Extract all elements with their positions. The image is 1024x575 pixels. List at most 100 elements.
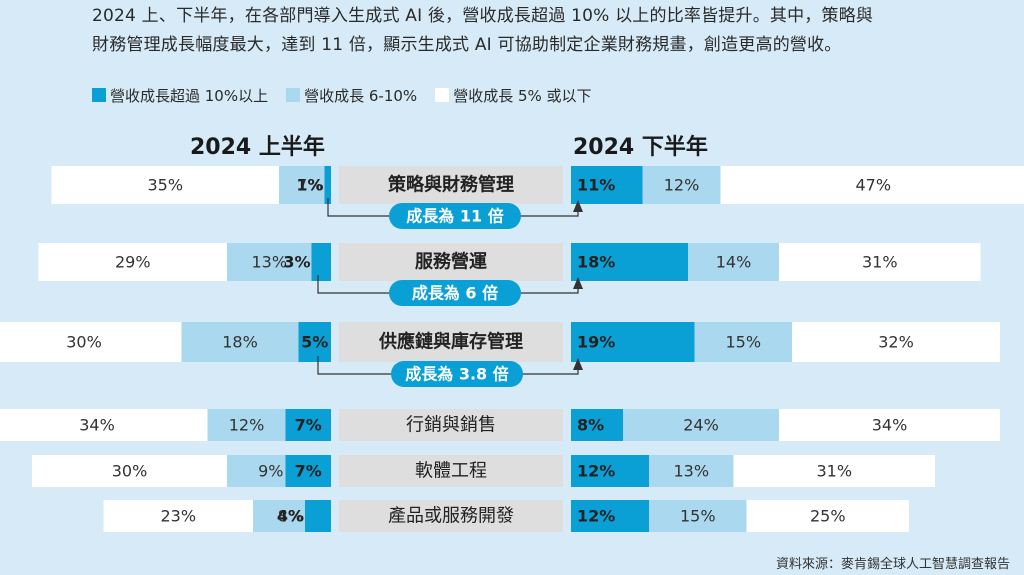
intro-line-1: 2024 上、下半年，在各部門導入生成式 AI 後，營收成長超過 10% 以上的… (92, 6, 874, 26)
legend-swatch-low (435, 88, 450, 102)
label-h1-high-1: 1% (296, 176, 323, 195)
label-h1-mid-5: 9% (258, 462, 283, 481)
growth-label-1: 成長為 11 倍 (406, 207, 503, 226)
label-h2-mid-5: 13% (673, 462, 709, 481)
category-label-6: 產品或服務開發 (388, 506, 514, 527)
bar-h2-6-seg-3 (746, 500, 909, 532)
category-box-1 (339, 166, 563, 204)
legend-label-high: 營收成長超過 10%以上 (110, 86, 269, 105)
label-h2-high-2: 18% (577, 253, 615, 272)
label-h1-mid-2: 13% (251, 253, 287, 272)
bar-h2-2-seg-3 (779, 243, 981, 281)
bar-h1-3-seg-2 (181, 322, 299, 362)
legend-label-low: 營收成長 5% 或以下 (453, 86, 592, 105)
bar-h2-3-seg-2 (694, 322, 792, 362)
bar-h1-2-seg-2 (227, 243, 312, 281)
bar-h2-5-seg-1 (571, 455, 649, 487)
bar-h1-5-seg-2 (227, 455, 286, 487)
label-h2-high-3: 19% (577, 333, 615, 352)
intro-text: 2024 上、下半年，在各部門導入生成式 AI 後，營收成長超過 10% 以上的… (92, 2, 1012, 60)
label-h2-low-3: 32% (878, 333, 914, 352)
growth-arrowhead-3 (573, 358, 583, 370)
label-h2-low-6: 25% (810, 507, 846, 526)
category-label-1: 策略與財務管理 (388, 174, 514, 196)
second-half-title: 2024 下半年 (573, 135, 708, 160)
bar-h1-6-seg-2 (253, 500, 305, 532)
label-h1-mid-1: 7% (297, 176, 322, 195)
bar-h2-6-seg-1 (571, 500, 649, 532)
category-box-3 (339, 322, 563, 362)
bar-h2-6-seg-2 (649, 500, 747, 532)
bar-h2-3-seg-1 (571, 322, 695, 362)
bar-h1-6-seg-3 (103, 500, 253, 532)
label-h1-low-3: 30% (66, 333, 102, 352)
bar-h1-3-seg-1 (298, 322, 331, 362)
bar-h1-2-seg-3 (38, 243, 227, 281)
category-box-5 (339, 455, 563, 487)
bar-h1-5-seg-1 (285, 455, 331, 487)
label-h1-low-1: 35% (147, 176, 183, 195)
category-label-2: 服務營運 (415, 251, 487, 273)
label-h1-mid-6: 8% (278, 507, 303, 526)
label-h2-high-1: 11% (577, 176, 615, 195)
category-label-3: 供應鏈與庫存管理 (378, 331, 523, 353)
label-h1-mid-4: 12% (229, 416, 265, 435)
source-note: 資料來源：麥肯錫全球人工智慧調查報告 (775, 557, 1010, 572)
legend: 營收成長超過 10%以上 營收成長 6-10% 營收成長 5% 或以下 (92, 84, 610, 106)
category-box-4 (339, 409, 563, 441)
bar-h1-4-seg-2 (207, 409, 286, 441)
legend-swatch-mid (286, 88, 301, 102)
legend-item-high: 營收成長超過 10%以上 (92, 85, 268, 106)
label-h1-low-4: 34% (79, 416, 115, 435)
category-box-2 (339, 243, 563, 281)
bar-h2-2-seg-2 (688, 243, 779, 281)
label-h2-mid-4: 24% (683, 416, 719, 435)
label-h2-low-4: 34% (872, 416, 908, 435)
label-h1-low-6: 23% (160, 507, 196, 526)
label-h2-mid-6: 15% (680, 507, 716, 526)
bar-h2-1-seg-2 (642, 166, 721, 204)
bar-h1-5-seg-3 (32, 455, 227, 487)
label-h2-mid-1: 12% (664, 176, 700, 195)
label-h2-low-1: 47% (855, 176, 891, 195)
label-h1-high-2: 3% (283, 253, 310, 272)
label-h2-mid-2: 14% (716, 253, 752, 272)
growth-pill-3 (391, 361, 523, 387)
growth-pill-1 (389, 203, 521, 229)
growth-pill-2 (389, 280, 521, 306)
category-label-4: 行銷與銷售 (406, 415, 496, 436)
growth-label-3: 成長為 3.8 倍 (405, 365, 509, 384)
growth-arrowhead-1 (573, 200, 583, 212)
bar-h2-3-seg-3 (792, 322, 1000, 362)
growth-label-2: 成長為 6 倍 (412, 284, 498, 303)
label-h1-low-2: 29% (115, 253, 151, 272)
label-h1-high-4: 7% (295, 416, 322, 435)
legend-swatch-high (92, 88, 106, 102)
legend-label-mid: 營收成長 6-10% (304, 86, 418, 105)
bar-h2-2-seg-1 (571, 243, 688, 281)
bar-h2-1-seg-3 (720, 166, 1024, 204)
bar-h1-1-seg-2 (279, 166, 325, 204)
label-h2-high-5: 12% (577, 462, 615, 481)
bar-h1-4-seg-1 (285, 409, 331, 441)
label-h1-high-5: 7% (295, 462, 322, 481)
bar-h2-5-seg-2 (649, 455, 734, 487)
bar-h2-4-seg-1 (571, 409, 623, 441)
first-half-title: 2024 上半年 (190, 135, 325, 160)
intro-line-2: 財務管理成長幅度最大，達到 11 倍，顯示生成式 AI 可協助制定企業財務規畫，… (92, 35, 842, 55)
label-h2-low-5: 31% (816, 462, 852, 481)
label-h1-low-5: 30% (112, 462, 148, 481)
label-h2-high-6: 12% (577, 507, 615, 526)
label-h2-high-4: 8% (577, 416, 604, 435)
bar-h1-4-seg-3 (0, 409, 208, 441)
bar-h2-1-seg-1 (571, 166, 643, 204)
label-h1-mid-3: 18% (222, 333, 258, 352)
category-label-5: 軟體工程 (415, 461, 487, 482)
bar-h1-6-seg-1 (305, 500, 331, 532)
label-h1-high-3: 5% (301, 333, 328, 352)
bar-h1-2-seg-1 (311, 243, 331, 281)
bar-h2-4-seg-3 (779, 409, 1000, 441)
label-h1-high-6: 4% (277, 507, 304, 526)
label-h2-low-2: 31% (862, 253, 898, 272)
